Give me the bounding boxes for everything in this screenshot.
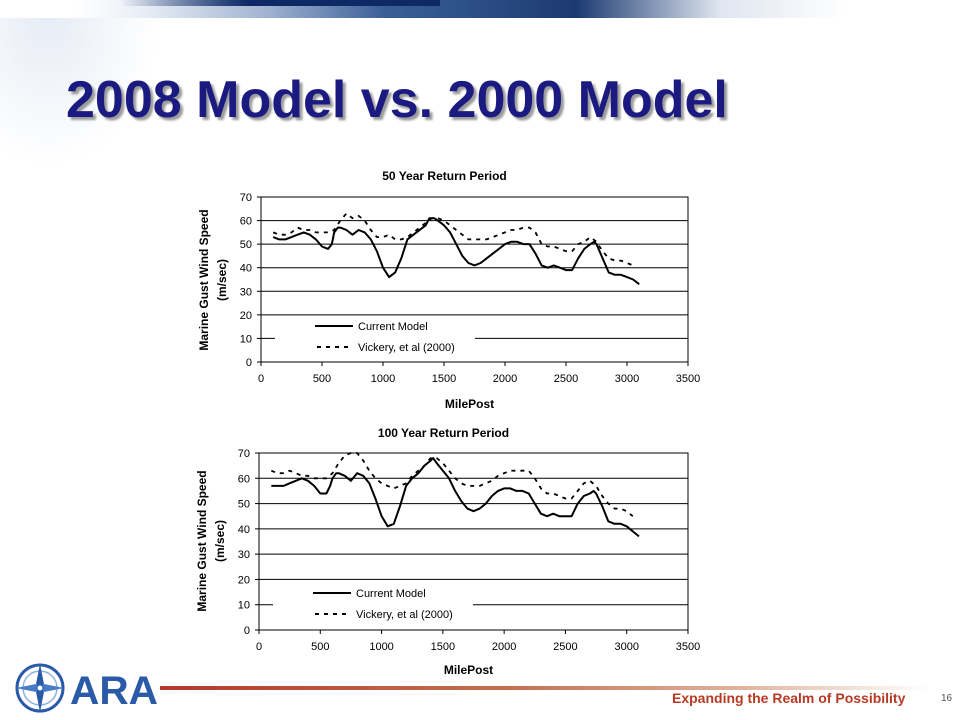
y-tick-label: 40	[238, 524, 250, 536]
y-tick-label: 30	[240, 286, 252, 298]
x-tick-label: 0	[256, 641, 262, 653]
y-tick-label: 70	[238, 448, 250, 460]
x-axis-label: MilePost	[444, 663, 493, 677]
x-axis-label: MilePost	[445, 397, 494, 411]
ara-logo: ARA	[15, 663, 158, 713]
x-tick-label: 2000	[492, 641, 516, 653]
chart-1: 0 10 20 30 40 50 60 70 0 500 1000 1500 2000 2500 3000 3…	[197, 169, 700, 411]
chart-2: 0 10 20 30 40 50 60 70 0 500 1000 1500 2000 2500 3000 3…	[195, 426, 700, 677]
x-tick-label: 0	[258, 373, 264, 385]
x-tick-label: 3000	[615, 373, 639, 385]
y-tick-label: 20	[240, 310, 252, 322]
y-tick-label: 0	[244, 625, 250, 637]
legend-box	[273, 583, 473, 621]
logo-wordmark: ARA	[70, 669, 158, 713]
x-tick-label: 1500	[432, 373, 456, 385]
y-tick-label: 40	[240, 263, 252, 275]
y-tick-label: 30	[238, 549, 250, 561]
y-tick-label: 20	[238, 574, 250, 586]
legend-label: Vickery, et al (2000)	[358, 342, 455, 354]
chart-title: 50 Year Return Period	[382, 169, 507, 183]
slide-title: 2008 Model vs. 2000 Model	[66, 71, 728, 129]
x-tick-label: 1500	[431, 641, 455, 653]
series-line-current	[272, 217, 640, 285]
legend-label: Vickery, et al (2000)	[356, 609, 453, 621]
y-tick-label: 50	[238, 499, 250, 511]
x-tick-label: 500	[313, 373, 331, 385]
y-tick-label: 50	[240, 239, 252, 251]
x-tick-label: 2500	[554, 373, 578, 385]
y-axis-label: Marine Gust Wind Speed	[197, 209, 211, 350]
x-tick-label: 3500	[676, 641, 700, 653]
x-tick-label: 1000	[371, 373, 395, 385]
x-tick-label: 2500	[553, 641, 577, 653]
header-accent-band	[120, 0, 440, 6]
legend-label: Current Model	[358, 321, 428, 333]
series-line-vickery	[272, 212, 634, 267]
y-tick-label: 70	[240, 192, 252, 204]
chart-title: 100 Year Return Period	[378, 426, 509, 440]
x-tick-label: 1000	[369, 641, 393, 653]
x-tick-label: 2000	[493, 373, 517, 385]
y-axis-unit-label: (m/sec)	[213, 520, 227, 562]
footer-divider	[160, 686, 930, 690]
y-tick-label: 60	[238, 473, 250, 485]
x-tick-label: 500	[311, 641, 329, 653]
tagline: Expanding the Realm of Possibility	[672, 690, 906, 706]
y-tick-label: 10	[238, 600, 250, 612]
legend-box	[275, 316, 475, 354]
y-tick-label: 0	[246, 357, 252, 369]
y-tick-label: 60	[240, 216, 252, 228]
x-tick-label: 3000	[614, 641, 638, 653]
compass-icon	[15, 663, 65, 713]
y-axis-label: Marine Gust Wind Speed	[195, 470, 209, 611]
header-glow	[0, 18, 160, 168]
x-tick-label: 3500	[676, 373, 700, 385]
y-axis-unit-label: (m/sec)	[215, 259, 229, 301]
series-line-current	[271, 457, 640, 538]
page-number: 16	[941, 693, 953, 704]
y-tick-label: 10	[240, 333, 252, 345]
series-line-vickery	[270, 452, 634, 517]
legend-label: Current Model	[356, 588, 426, 600]
